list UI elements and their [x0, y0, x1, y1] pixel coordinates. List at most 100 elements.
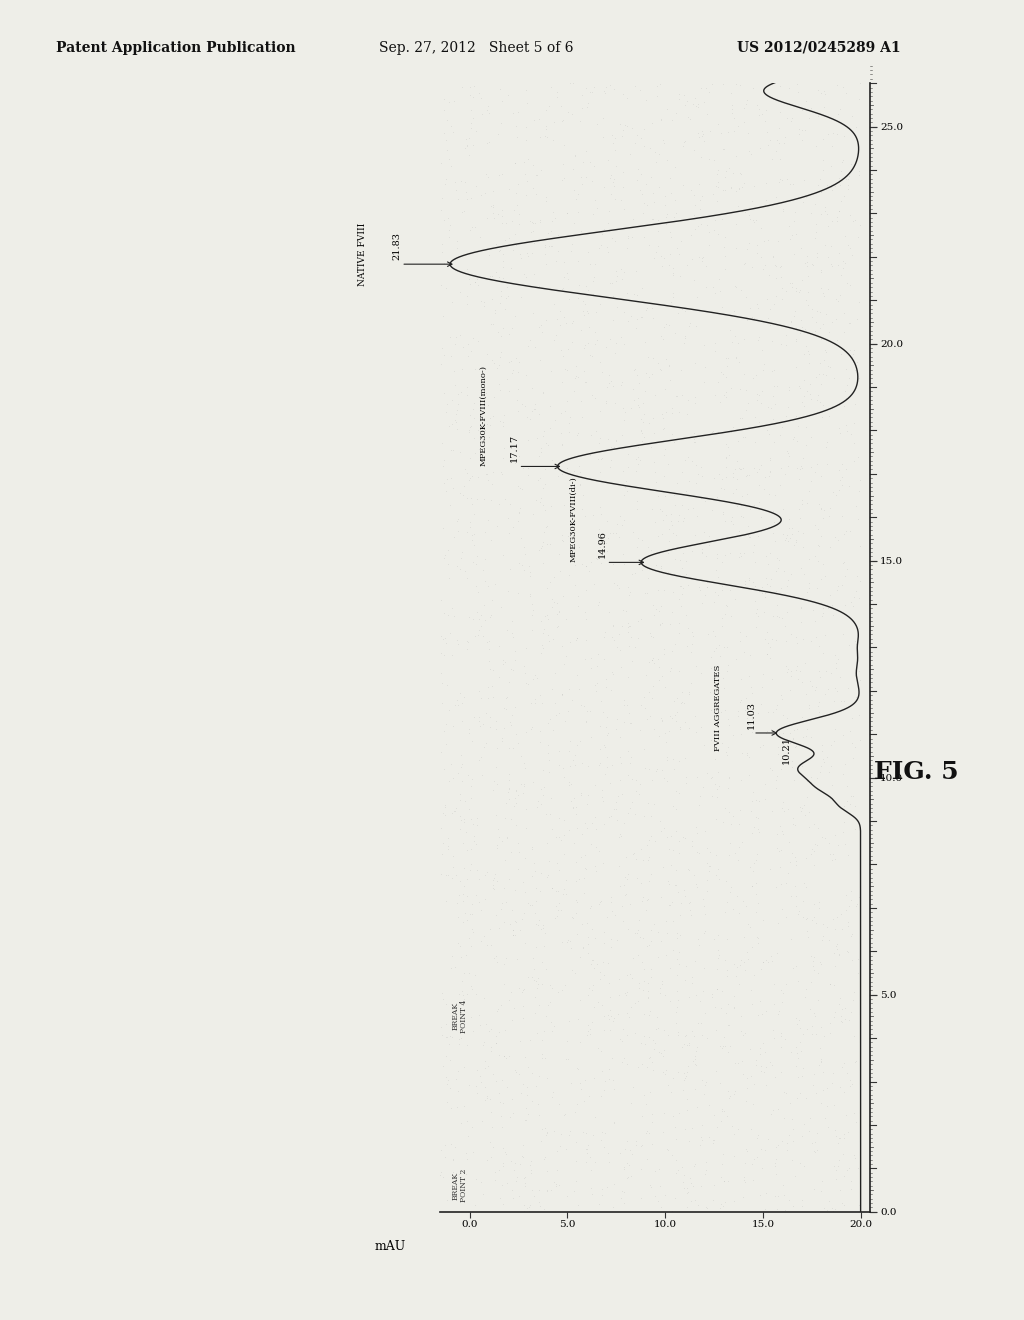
Point [693, 543, 710, 564]
Point [795, 891, 811, 912]
Point [610, 969, 627, 990]
Point [660, 838, 677, 859]
Point [697, 356, 714, 378]
Point [563, 937, 580, 958]
Point [550, 224, 566, 246]
Point [602, 523, 618, 544]
Point [456, 875, 472, 896]
Point [652, 359, 669, 380]
Point [717, 949, 733, 970]
Point [686, 185, 702, 206]
Point [767, 581, 783, 602]
Point [739, 948, 756, 969]
Point [786, 719, 803, 741]
Point [443, 867, 460, 888]
Point [622, 615, 638, 636]
Point [433, 1162, 450, 1183]
Point [851, 1195, 867, 1216]
Point [766, 293, 782, 314]
Point [734, 177, 751, 198]
Point [459, 568, 475, 589]
Point [710, 939, 726, 960]
Point [438, 139, 455, 160]
Point [768, 129, 784, 150]
Point [722, 882, 738, 903]
Point [720, 777, 736, 799]
Point [479, 632, 496, 653]
Point [620, 226, 636, 247]
Point [834, 453, 850, 474]
Point [765, 432, 781, 453]
Point [643, 863, 659, 884]
Point [840, 678, 856, 700]
Point [583, 445, 599, 466]
Point [776, 800, 793, 821]
Point [849, 894, 865, 915]
Point [738, 1090, 755, 1111]
Point [692, 1012, 709, 1034]
Point [772, 857, 788, 878]
Point [622, 1139, 638, 1160]
Point [759, 420, 775, 441]
Point [794, 797, 810, 818]
Point [840, 178, 856, 199]
Point [814, 363, 830, 384]
Point [733, 408, 750, 429]
Point [574, 937, 591, 958]
Point [845, 343, 861, 364]
Point [463, 100, 479, 121]
Point [748, 590, 764, 611]
Point [641, 846, 657, 867]
Point [803, 843, 819, 865]
Point [769, 548, 785, 569]
Point [655, 1040, 672, 1061]
Point [662, 370, 678, 391]
Point [827, 935, 844, 956]
Point [753, 1139, 769, 1160]
Point [450, 933, 466, 954]
Point [837, 594, 853, 615]
Point [679, 404, 695, 425]
Point [765, 500, 781, 521]
Point [565, 832, 582, 853]
Point [721, 444, 737, 465]
Point [496, 447, 512, 469]
Point [794, 457, 810, 478]
Point [723, 605, 739, 626]
Point [785, 957, 802, 978]
Point [535, 915, 551, 936]
Point [519, 1104, 536, 1125]
Point [838, 83, 854, 104]
Point [748, 616, 764, 638]
Text: MPEG30K-FVIII(di-): MPEG30K-FVIII(di-) [569, 477, 578, 562]
Point [731, 178, 748, 199]
Point [504, 610, 520, 631]
Point [794, 490, 810, 511]
Point [677, 1026, 693, 1047]
Point [847, 796, 863, 817]
Text: 21.83: 21.83 [393, 232, 401, 260]
Point [567, 797, 584, 818]
Point [718, 1002, 734, 1023]
Point [565, 213, 582, 234]
Point [794, 317, 810, 338]
Point [529, 470, 546, 491]
Point [667, 634, 683, 655]
Point [686, 950, 702, 972]
Point [511, 1185, 527, 1206]
Point [496, 953, 512, 974]
Point [600, 429, 616, 450]
Point [814, 603, 830, 624]
Point [685, 94, 701, 115]
Point [687, 432, 703, 453]
Point [485, 207, 502, 228]
Point [664, 397, 680, 418]
Point [561, 820, 578, 841]
Point [683, 224, 699, 246]
Point [785, 1196, 802, 1217]
Point [514, 1073, 530, 1094]
Point [799, 581, 815, 602]
Point [535, 478, 551, 499]
Point [681, 682, 697, 704]
Point [764, 149, 780, 170]
